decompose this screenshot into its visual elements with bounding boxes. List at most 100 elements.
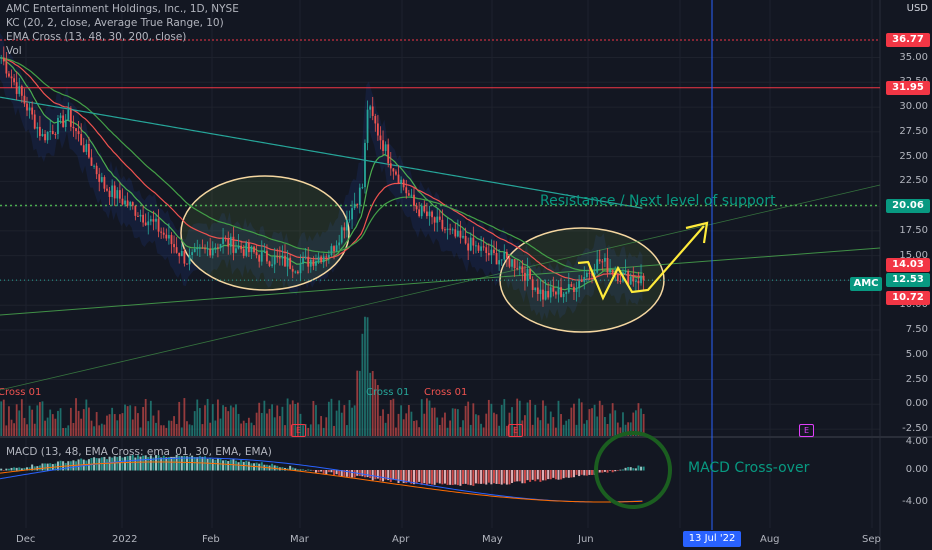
volume-bar <box>624 424 627 436</box>
volume-bar <box>423 413 426 436</box>
kc-indicator-label[interactable]: KC (20, 2, close, Average True Range, 10… <box>6 17 224 29</box>
consolidation-ellipse <box>180 175 350 291</box>
candle <box>191 252 194 255</box>
candle <box>80 134 83 146</box>
volume-bar <box>469 424 472 436</box>
macd-histogram-bar <box>578 470 581 477</box>
candle <box>524 272 526 281</box>
candle <box>41 134 44 137</box>
earnings-marker[interactable]: E <box>291 424 306 437</box>
volume-bar <box>18 410 21 436</box>
macd-histogram-bar <box>152 457 155 471</box>
volume-bar <box>75 398 77 436</box>
candle <box>640 275 642 284</box>
candle <box>583 277 586 282</box>
macd-histogram-bar <box>44 463 47 471</box>
volume-bar <box>642 413 645 436</box>
candle <box>5 61 8 74</box>
volume-bar <box>26 424 28 436</box>
candle <box>147 221 150 226</box>
volume-bar <box>444 412 446 436</box>
macd-histogram-bar <box>98 458 101 471</box>
earnings-marker[interactable]: E <box>799 424 814 437</box>
volume-bar <box>160 425 163 436</box>
macd-histogram-bar <box>572 470 575 478</box>
price-tag: 14.03 <box>886 258 930 273</box>
candle <box>317 256 320 262</box>
volume-bar <box>13 423 15 436</box>
volume-bar <box>165 427 168 436</box>
macd-histogram-bar <box>31 464 34 471</box>
candle <box>312 259 315 266</box>
candle <box>111 185 114 197</box>
volume-bar <box>284 425 286 436</box>
macd-histogram-bar <box>544 470 547 481</box>
volume-bar <box>567 419 570 436</box>
candle <box>446 228 449 230</box>
candle <box>464 235 467 244</box>
volume-bar <box>219 418 222 436</box>
candle <box>93 165 95 167</box>
macd-histogram-bar <box>325 470 328 475</box>
macd-histogram-bar <box>126 456 129 471</box>
macd-histogram-bar <box>134 457 137 471</box>
volume-bar <box>103 424 106 436</box>
candle <box>557 287 560 295</box>
ema-cross-indicator-label[interactable]: EMA Cross (13, 48, 30, 200, close) <box>6 31 187 43</box>
macd-histogram-bar <box>407 470 410 482</box>
volume-bar <box>395 427 397 436</box>
macd-histogram-bar <box>536 470 539 480</box>
volume-bar <box>134 406 137 436</box>
volume-bar <box>39 402 41 436</box>
volume-bar <box>224 406 227 436</box>
macd-histogram-bar <box>565 470 568 478</box>
candle <box>451 229 454 231</box>
volume-bar <box>327 401 330 436</box>
macd-histogram-bar <box>23 467 26 471</box>
earnings-marker[interactable]: E <box>508 424 523 437</box>
candle <box>196 248 199 250</box>
volume-bar <box>426 398 428 436</box>
price-tick-label: 30.00 <box>899 101 928 113</box>
candle <box>299 263 302 274</box>
candle <box>134 205 137 216</box>
candle <box>444 229 446 231</box>
price-tick-label: 5.00 <box>905 348 928 360</box>
macd-histogram-bar <box>428 470 431 484</box>
candle <box>237 245 240 249</box>
macd-histogram-bar <box>351 470 354 478</box>
volume-bar <box>137 413 139 436</box>
macd-histogram-bar <box>619 469 622 471</box>
macd-histogram-bar <box>348 470 351 478</box>
volume-indicator-label[interactable]: Vol <box>6 45 22 57</box>
candle <box>20 86 23 96</box>
macd-histogram-bar <box>105 459 108 471</box>
macd-histogram-bar <box>469 470 472 486</box>
macd-histogram-bar <box>340 470 343 477</box>
volume-bar <box>147 421 150 436</box>
volume-bar <box>90 420 93 436</box>
candle <box>82 145 85 152</box>
macd-indicator-label[interactable]: MACD (13, 48, EMA Cross: ema_01, 30, EMA… <box>6 446 272 458</box>
candle <box>382 140 384 151</box>
volume-bar <box>0 401 3 436</box>
candle <box>526 269 529 281</box>
volume-bar <box>196 399 199 436</box>
candle <box>459 230 462 238</box>
volume-bar <box>622 412 624 436</box>
volume-bar <box>436 417 439 436</box>
symbol-title: AMC Entertainment Holdings, Inc., 1D, NY… <box>6 3 239 15</box>
macd-histogram-bar <box>291 467 294 471</box>
macd-histogram-bar <box>312 470 315 471</box>
candle <box>521 266 524 273</box>
volume-bar <box>204 405 206 436</box>
macd-histogram-bar <box>167 456 170 471</box>
candle <box>436 216 439 223</box>
volume-bar <box>273 417 276 436</box>
volume-bar <box>591 408 593 436</box>
candle <box>601 261 604 263</box>
macd-histogram-bar <box>567 470 570 478</box>
volume-bar <box>276 405 279 436</box>
candle <box>51 131 54 135</box>
